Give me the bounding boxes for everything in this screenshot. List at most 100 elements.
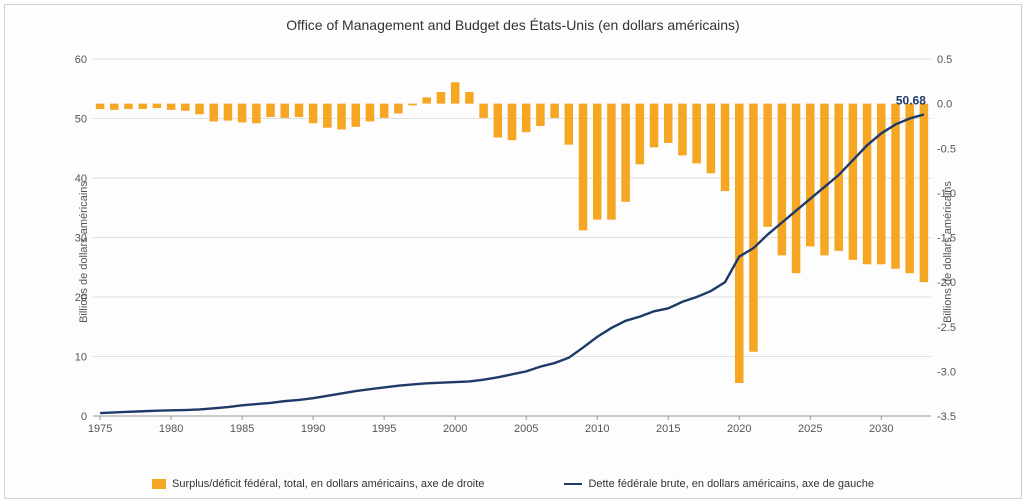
bar <box>167 104 176 110</box>
chart-svg: 0102030405060-3.5-3.0-2.5-2.0-1.5-1.0-0.… <box>65 55 961 438</box>
bar <box>806 104 815 247</box>
legend-item-line: Dette fédérale brute, en dollars américa… <box>564 478 874 490</box>
svg-text:0.0: 0.0 <box>937 99 952 111</box>
bar <box>849 104 858 260</box>
svg-text:1980: 1980 <box>159 423 183 435</box>
bar <box>153 104 162 108</box>
bar <box>96 104 105 109</box>
bar <box>465 92 474 104</box>
svg-text:2020: 2020 <box>727 423 751 435</box>
svg-text:1985: 1985 <box>230 423 254 435</box>
end-label: 50.68 <box>896 93 926 107</box>
bar <box>295 104 304 117</box>
svg-text:2010: 2010 <box>585 423 609 435</box>
svg-text:2015: 2015 <box>656 423 680 435</box>
bar <box>692 104 701 164</box>
bar <box>124 104 133 109</box>
chart-frame: Office of Management and Budget des État… <box>0 0 1024 501</box>
svg-text:50: 50 <box>75 114 87 126</box>
bar <box>479 104 488 118</box>
bar <box>579 104 588 231</box>
svg-text:-2.5: -2.5 <box>937 322 956 334</box>
legend-item-bar: Surplus/déficit fédéral, total, en dolla… <box>152 478 484 490</box>
bar <box>181 104 190 111</box>
bar <box>266 104 275 117</box>
svg-text:1995: 1995 <box>372 423 396 435</box>
svg-text:2005: 2005 <box>514 423 538 435</box>
plot-area: 0102030405060-3.5-3.0-2.5-2.0-1.5-1.0-0.… <box>65 55 961 438</box>
bar <box>138 104 147 109</box>
bar <box>650 104 659 148</box>
svg-text:1990: 1990 <box>301 423 325 435</box>
bar <box>309 104 318 124</box>
bar <box>820 104 829 256</box>
bar <box>905 104 914 274</box>
svg-text:2000: 2000 <box>443 423 467 435</box>
line-series <box>100 114 924 413</box>
legend-swatch-line <box>564 483 582 485</box>
bar <box>408 104 417 106</box>
bar <box>366 104 375 122</box>
svg-text:0.5: 0.5 <box>937 55 952 66</box>
bar <box>550 104 559 118</box>
svg-text:-2.0: -2.0 <box>937 277 956 289</box>
svg-text:-3.0: -3.0 <box>937 366 956 378</box>
chart-title: Office of Management and Budget des État… <box>5 5 1021 33</box>
bar <box>437 92 446 104</box>
bar <box>593 104 602 220</box>
bar <box>536 104 545 126</box>
legend-bar-text: Surplus/déficit fédéral, total, en dolla… <box>172 478 484 490</box>
bar <box>337 104 346 130</box>
bar <box>664 104 673 143</box>
legend: Surplus/déficit fédéral, total, en dolla… <box>5 478 1021 490</box>
bar <box>565 104 574 145</box>
bar <box>707 104 716 174</box>
bar <box>352 104 361 127</box>
svg-text:-1.0: -1.0 <box>937 188 956 200</box>
svg-text:0: 0 <box>81 411 87 423</box>
bar <box>224 104 233 121</box>
legend-line-text: Dette fédérale brute, en dollars américa… <box>588 478 874 490</box>
svg-text:2025: 2025 <box>798 423 822 435</box>
svg-text:2030: 2030 <box>869 423 893 435</box>
bar <box>636 104 645 165</box>
bar <box>394 104 403 114</box>
chart-inner: Office of Management and Budget des État… <box>4 4 1022 499</box>
bar <box>195 104 204 115</box>
bar <box>380 104 389 118</box>
svg-text:60: 60 <box>75 55 87 66</box>
svg-text:-0.5: -0.5 <box>937 143 956 155</box>
bar <box>508 104 517 141</box>
bar <box>763 104 772 227</box>
bar <box>522 104 531 133</box>
bar <box>778 104 787 256</box>
bar <box>494 104 503 138</box>
bar <box>110 104 119 110</box>
bar <box>891 104 900 269</box>
bar <box>721 104 730 191</box>
bar <box>621 104 630 202</box>
bar <box>607 104 616 220</box>
bar <box>877 104 886 265</box>
bar <box>423 97 432 103</box>
bar <box>252 104 261 124</box>
bar <box>792 104 801 274</box>
svg-text:20: 20 <box>75 292 87 304</box>
legend-swatch-bar <box>152 479 166 489</box>
svg-text:1975: 1975 <box>88 423 112 435</box>
bar <box>749 104 758 352</box>
bar <box>280 104 289 118</box>
svg-text:-3.5: -3.5 <box>937 411 956 423</box>
svg-text:-1.5: -1.5 <box>937 233 956 245</box>
bar <box>238 104 247 123</box>
bar <box>678 104 687 156</box>
bar <box>323 104 332 128</box>
bar <box>451 82 460 103</box>
bar <box>209 104 218 122</box>
bar <box>920 104 929 283</box>
svg-text:30: 30 <box>75 233 87 245</box>
bar <box>735 104 744 383</box>
svg-text:10: 10 <box>75 352 87 364</box>
bar <box>863 104 872 265</box>
svg-text:40: 40 <box>75 173 87 185</box>
